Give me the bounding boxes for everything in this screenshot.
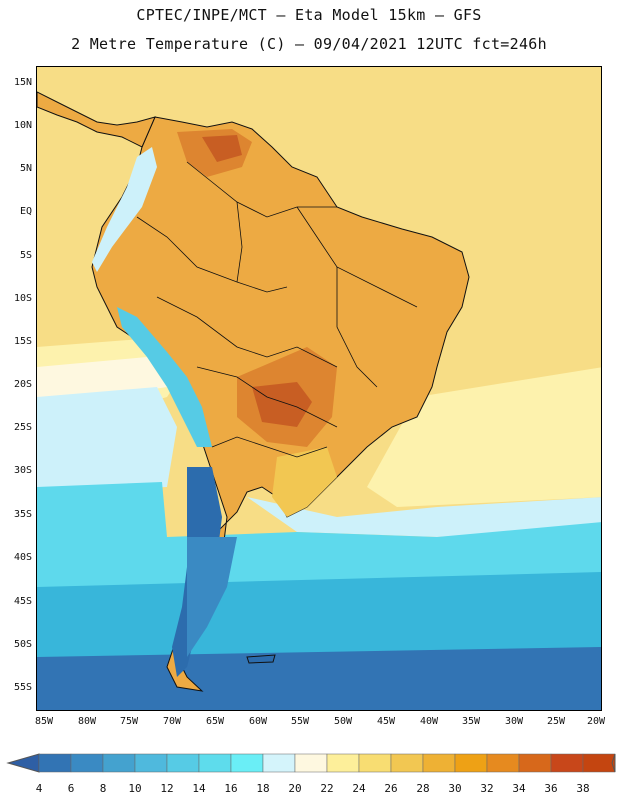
lat-label: 15N (13, 77, 32, 88)
colorbar-tick: 26 (384, 782, 398, 795)
lat-label: EQ (19, 206, 32, 217)
falkland-islands (246, 654, 276, 664)
colorbar-swatch (550, 753, 584, 773)
patagonia-cold (187, 537, 237, 657)
colorbar-tick: 16 (224, 782, 238, 795)
ocean-subtropical-band-east (367, 367, 601, 507)
lat-label: 55S (13, 682, 32, 693)
colorbar-tick: 20 (288, 782, 302, 795)
lon-label: 80W (77, 716, 97, 727)
colorbar-swatch (518, 753, 552, 773)
colorbar-tick: 22 (320, 782, 334, 795)
colorbar-swatch (358, 753, 392, 773)
lat-label: 5N (19, 163, 32, 174)
colorbar-swatch (38, 753, 72, 773)
lat-label: 45S (13, 596, 32, 607)
lat-label: 10S (13, 293, 32, 304)
lon-label: 35W (461, 716, 481, 727)
colorbar-tick: 36 (544, 782, 558, 795)
colorbar-swatch (454, 753, 488, 773)
hottest-region-venezuela (202, 135, 242, 162)
colorbar-tick: 8 (99, 782, 107, 795)
colorbar-tick: 14 (192, 782, 206, 795)
colorbar-swatch (294, 753, 328, 773)
colorbar-tick: 12 (160, 782, 174, 795)
lon-label: 85W (34, 716, 54, 727)
country-borders (136, 161, 418, 458)
colorbar-swatch (134, 753, 168, 773)
lon-label: 40W (419, 716, 439, 727)
lon-label: 55W (290, 716, 310, 727)
ocean-coldest-band (37, 647, 601, 710)
colorbar-swatch (102, 753, 136, 773)
andes-cool-north (92, 147, 157, 272)
colorbar-tick: 32 (480, 782, 494, 795)
colorbar-tick: 10 (128, 782, 142, 795)
colorbar-swatch (582, 753, 616, 773)
lon-label: 20W (586, 716, 606, 727)
colorbar (6, 753, 616, 773)
lon-label: 30W (504, 716, 524, 727)
lat-label: 5S (19, 250, 32, 261)
lon-label: 60W (248, 716, 268, 727)
lat-label: 50S (13, 639, 32, 650)
colorbar-swatch (422, 753, 456, 773)
map-title: CPTEC/INPE/MCT — Eta Model 15km — GFS (136, 6, 482, 24)
colorbar-swatches (6, 753, 616, 773)
colorbar-swatch (262, 753, 296, 773)
colorbar-over-arrow (611, 753, 616, 773)
ocean-cool-band-east (247, 497, 601, 537)
lat-label: 30S (13, 465, 32, 476)
colorbar-tick: 34 (512, 782, 526, 795)
colorbar-tick: 24 (352, 782, 366, 795)
colorbar-tick: 38 (576, 782, 590, 795)
colorbar-swatch (326, 753, 360, 773)
ocean-cool-band (37, 387, 177, 492)
lon-label: 50W (333, 716, 353, 727)
lon-label: 45W (376, 716, 396, 727)
colorbar-tick: 4 (35, 782, 43, 795)
lat-label: 10N (13, 120, 32, 131)
colorbar-tick: 30 (448, 782, 462, 795)
lat-label: 40S (13, 552, 32, 563)
map-panel[interactable] (36, 66, 602, 711)
colorbar-swatch (198, 753, 232, 773)
lon-label: 70W (162, 716, 182, 727)
lon-label: 65W (205, 716, 225, 727)
lat-label: 15S (13, 336, 32, 347)
andes-cool-central (117, 307, 212, 447)
colorbar-swatch (230, 753, 264, 773)
hottest-region-paraguay (252, 382, 312, 427)
lat-label: 35S (13, 509, 32, 520)
lat-label: 25S (13, 422, 32, 433)
colorbar-tick: 28 (416, 782, 430, 795)
colorbar-swatch (390, 753, 424, 773)
colorbar-tick: 6 (67, 782, 75, 795)
central-america-land (37, 91, 156, 148)
map-subtitle: 2 Metre Temperature (C) — 09/04/2021 12U… (71, 35, 547, 53)
colorbar-tick: 18 (256, 782, 270, 795)
colorbar-swatch (486, 753, 520, 773)
ocean-cold-band (37, 482, 601, 597)
colorbar-under-arrow (6, 753, 40, 773)
temperature-map (37, 67, 601, 710)
lon-label: 25W (546, 716, 566, 727)
colorbar-swatch (70, 753, 104, 773)
colorbar-swatch (166, 753, 200, 773)
uruguay-region (272, 447, 337, 517)
lon-label: 75W (119, 716, 139, 727)
lat-label: 20S (13, 379, 32, 390)
